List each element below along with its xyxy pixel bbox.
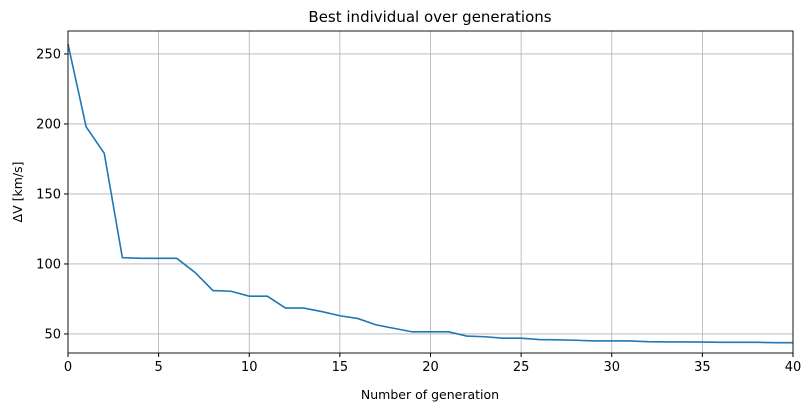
chart-title: Best individual over generations (308, 8, 551, 26)
x-tick-label: 5 (154, 360, 162, 375)
y-tick-label: 250 (36, 47, 61, 62)
x-tick-label: 0 (64, 360, 72, 375)
x-tick-label: 20 (422, 360, 439, 375)
data-line (67, 43, 793, 344)
y-axis-label: ΔV [km/s] (10, 162, 25, 223)
x-tick-label: 25 (513, 360, 530, 375)
y-tick-label: 200 (36, 117, 61, 132)
y-tick-label: 50 (44, 327, 61, 342)
x-tick-label: 35 (694, 360, 711, 375)
x-tick-label: 10 (241, 360, 258, 375)
y-tick-label: 100 (36, 257, 61, 272)
x-tick-label: 40 (785, 360, 802, 375)
x-tick-label: 15 (332, 360, 349, 375)
x-axis-label: Number of generation (361, 387, 499, 402)
plot-frame (67, 30, 794, 354)
y-tick-label: 150 (36, 187, 61, 202)
x-tick-label: 30 (603, 360, 620, 375)
